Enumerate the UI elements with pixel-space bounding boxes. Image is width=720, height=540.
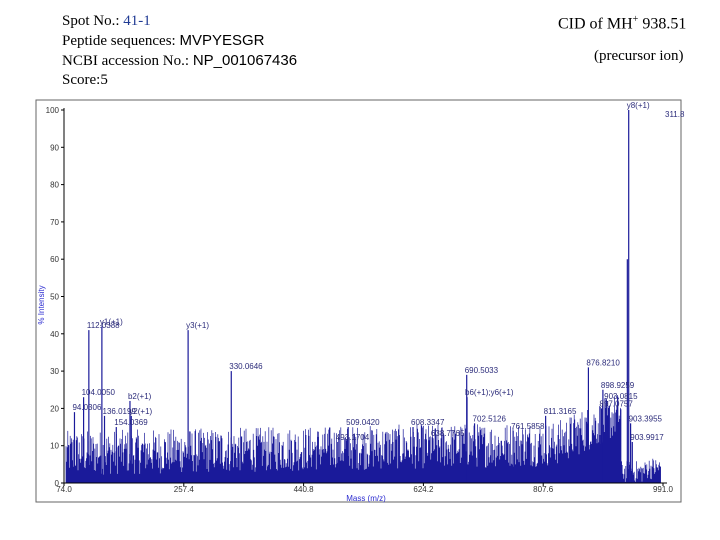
y-axis-label: % Intensity <box>37 285 46 324</box>
y-tick-label: 90 <box>50 143 59 152</box>
y-tick-label: 70 <box>50 218 59 227</box>
y-tick-label: 60 <box>50 255 59 264</box>
peak-label: 104.0050 <box>82 388 116 397</box>
cid-value: 938.51 <box>638 15 687 33</box>
peak-bars <box>73 110 633 483</box>
peak-label: 493.1704 <box>336 433 370 442</box>
peptide-label: Peptide sequences: <box>62 33 180 49</box>
peak-label: 154.0369 <box>114 418 148 427</box>
x-tick-label: 807.6 <box>533 485 554 494</box>
peak-label: 876.8210 <box>586 358 620 367</box>
spot-label: Spot No.: <box>62 13 124 29</box>
y-tick-label: 50 <box>50 293 59 302</box>
ncbi-label: NCBI accession No.: <box>62 53 193 69</box>
peak-label: 112.0388 <box>87 321 120 330</box>
spot-line: Spot No.: 41-1 <box>62 12 297 31</box>
precursor-label: (precursor ion) <box>594 48 684 64</box>
noise-trace <box>65 395 661 483</box>
cid-sup: + <box>632 14 639 25</box>
peak-label: 761.5858 <box>511 422 545 431</box>
peak-label: 690.5033 <box>465 366 499 375</box>
peak-labels: 112.0388 104.0050 94.0306 136.0199 154.0369 y… <box>72 101 664 442</box>
peak-label: 638.7765 <box>431 429 465 438</box>
peak-label: y3(+1) <box>186 321 209 330</box>
y-tick-label: 0 <box>55 479 60 488</box>
peak-label: 898.9259 <box>601 381 635 390</box>
peak-label: 702.5126 <box>473 414 507 423</box>
peptide-value: MVPYESGR <box>179 32 265 49</box>
y-tick-label: 30 <box>50 367 59 376</box>
x-tick-label: 991.0 <box>653 485 674 494</box>
cid-title: CID of MH+ 938.51 <box>558 14 686 33</box>
peptide-line: Peptide sequences: MVPYESGR <box>62 31 297 51</box>
cid-prefix: CID of MH <box>558 15 633 33</box>
y-tick-label: 100 <box>46 106 60 115</box>
peak-label: 136.0199 <box>103 407 137 416</box>
peak-label: b2(+1) <box>128 392 152 401</box>
x-tick-label: 74.0 <box>56 485 72 494</box>
base-peak-label: 311.8 <box>665 110 685 119</box>
peak-label: 903.0815 <box>604 392 638 401</box>
x-tick-label: 440.8 <box>294 485 315 494</box>
peak-label: 811.3165 <box>544 407 577 416</box>
y-tick-label: 10 <box>50 442 59 451</box>
score-line: Score:5 <box>62 72 108 88</box>
spectrum-header: Spot No.: 41-1 Peptide sequences: MVPYES… <box>62 12 297 90</box>
peak-label: 897.0757 <box>599 399 633 408</box>
x-tick-label: 257.4 <box>174 485 195 494</box>
peak-label: 903.9917 <box>630 433 664 442</box>
x-tick-label: 624.2 <box>413 485 434 494</box>
noise-path <box>65 395 661 483</box>
peak-label: b6(+1);y6(+1) <box>465 388 514 397</box>
x-axis-label: Mass (m/z) <box>346 494 386 503</box>
peak-label: y8(+1) <box>627 101 650 110</box>
peak-label: 330.0646 <box>229 362 263 371</box>
peak-label: 608.3347 <box>411 418 445 427</box>
y-tick-label: 20 <box>50 404 59 413</box>
peak-label: 94.0306 <box>72 403 101 412</box>
ncbi-line: NCBI accession No.: NP_001067436 <box>62 51 297 71</box>
peak-label: y1(+1) <box>100 317 123 326</box>
chart-axes: 0 10 20 30 40 50 60 70 80 90 100 74.0 257.4 440.8 624.… <box>46 106 674 494</box>
peak-label: y2(+1) <box>129 407 152 416</box>
y-tick-label: 40 <box>50 330 59 339</box>
peak-label: 903.3955 <box>629 414 663 423</box>
ncbi-value: NP_001067436 <box>192 52 298 69</box>
y-tick-label: 80 <box>50 181 59 190</box>
peak-label: 509.0420 <box>346 418 380 427</box>
spot-value: 41-1 <box>123 13 151 29</box>
